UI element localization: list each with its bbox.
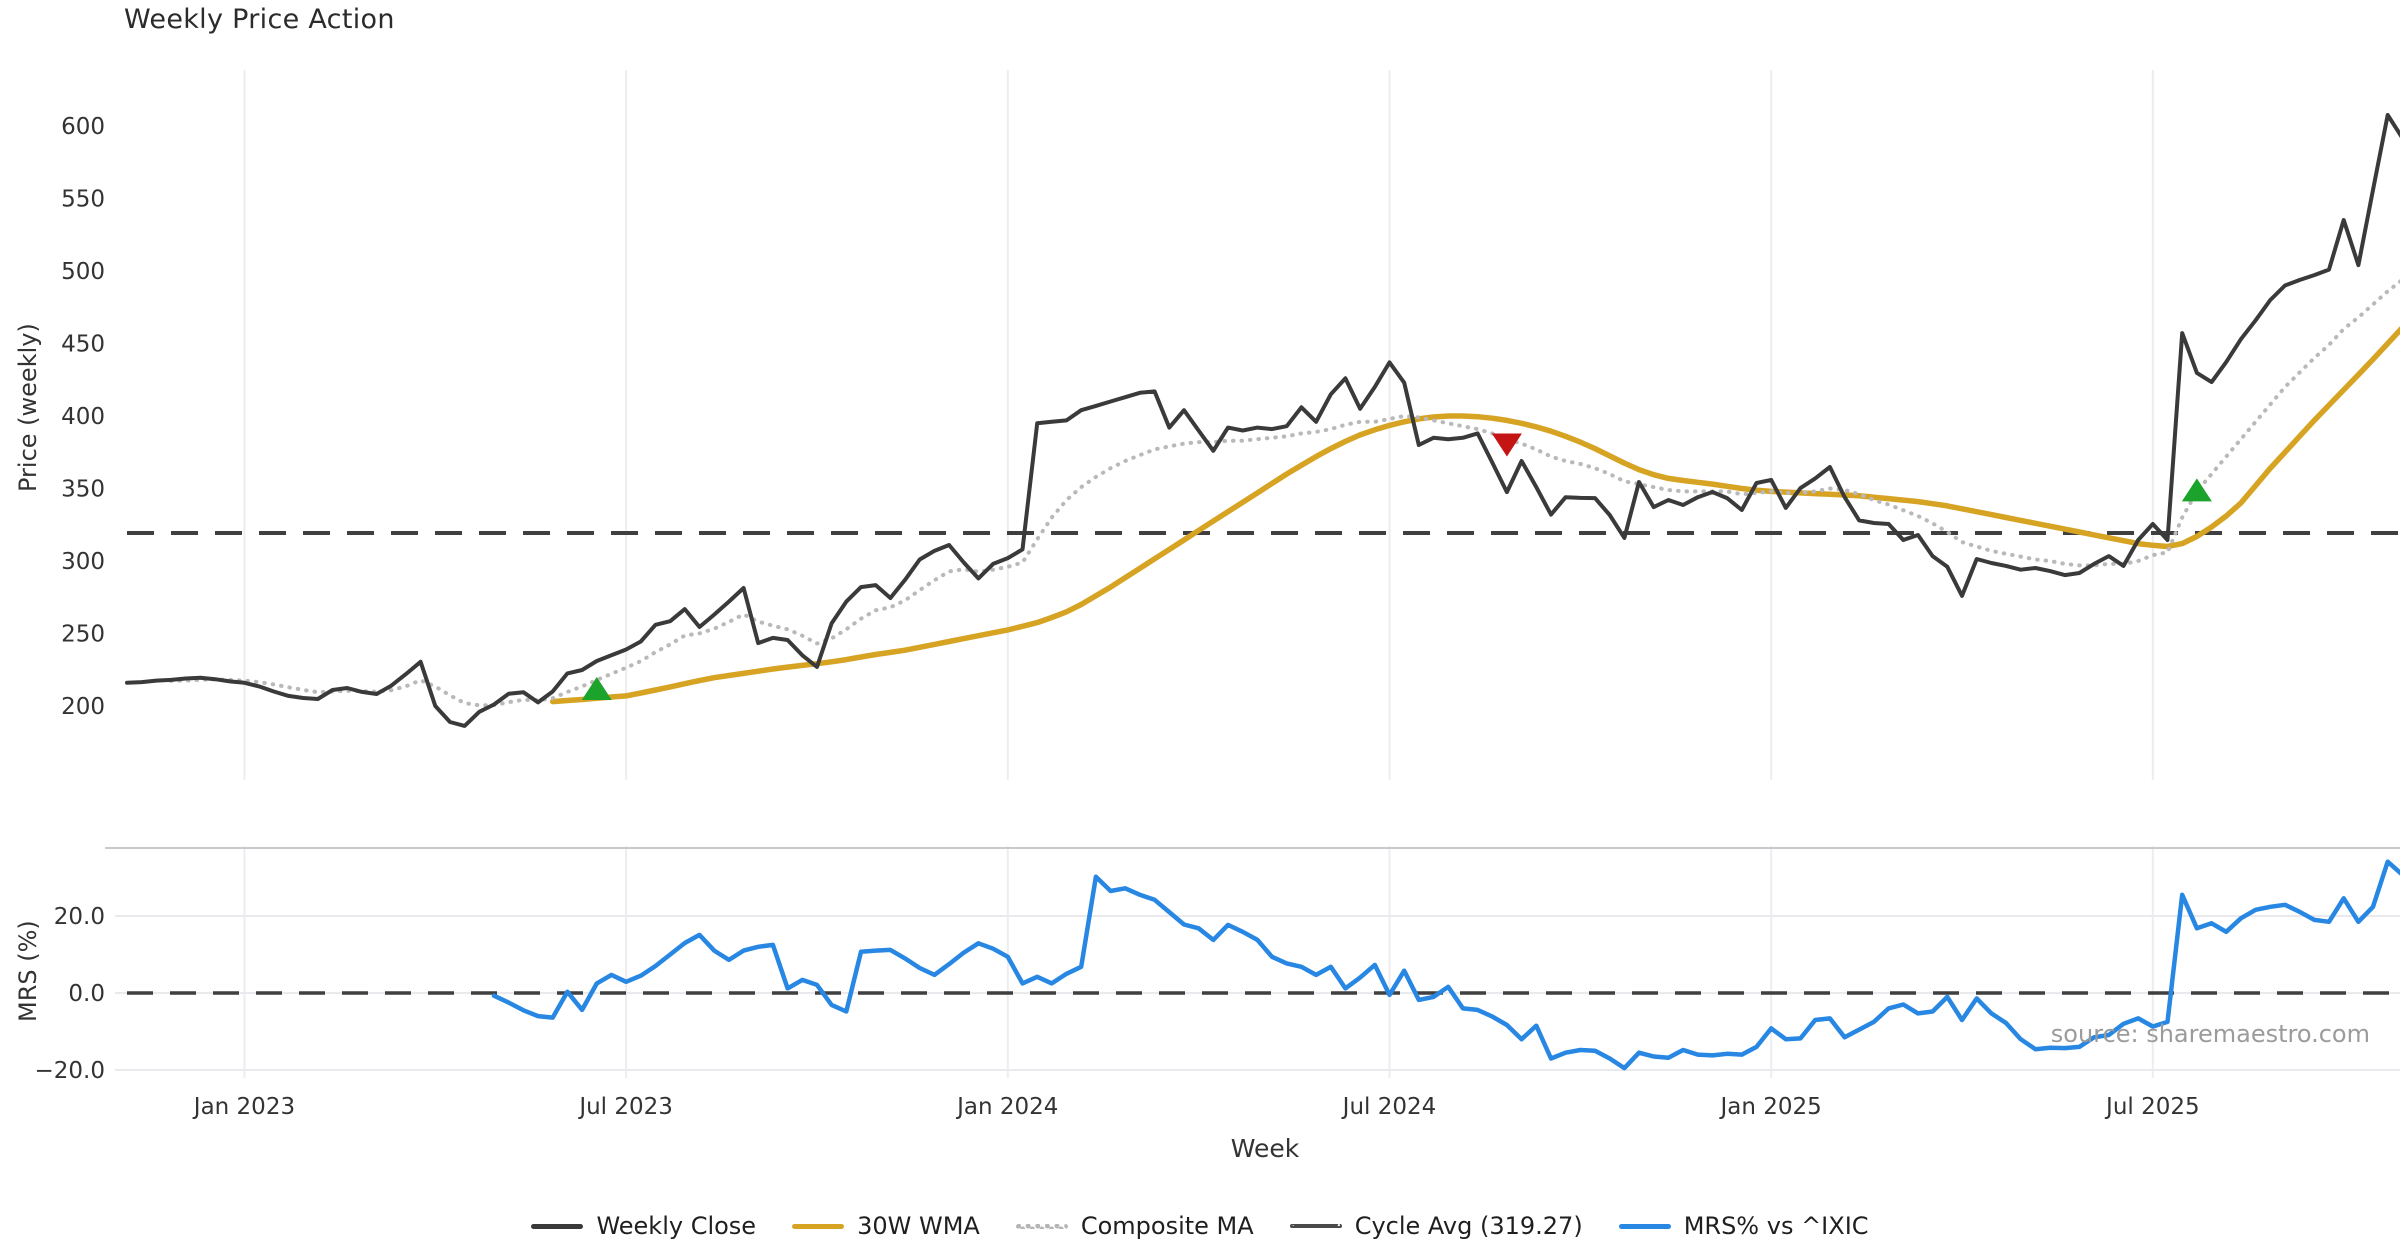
x-axis-label: Week (1230, 1134, 1300, 1163)
wma-swatch-icon (792, 1223, 845, 1229)
date-tick-label: Jan 2025 (1719, 1094, 1822, 1120)
legend-item-cycle-avg: Cycle Avg (319.27) (1289, 1212, 1583, 1240)
cycle-avg-swatch-icon (1289, 1224, 1342, 1228)
price-tick-label: 450 (61, 332, 105, 358)
price-tick-label: 350 (61, 477, 105, 503)
date-tick-label: Jan 2024 (955, 1094, 1058, 1120)
date-tick-label: Jan 2023 (192, 1094, 295, 1120)
price-tick-label: 400 (61, 404, 105, 430)
wma-30w-line (549, 326, 2400, 705)
price-axis-label: Price (weekly) (14, 323, 42, 492)
mrs-tick-label: −20.0 (35, 1058, 105, 1084)
legend-label: Weekly Close (596, 1212, 757, 1240)
price-tick-label: 600 (61, 114, 105, 140)
legend-item-weekly-close: Weekly Close (531, 1212, 756, 1240)
legend-item-composite-ma: Composite MA (1015, 1212, 1254, 1240)
mrs-swatch-icon (1618, 1223, 1671, 1229)
chart-title: Weekly Price Action (124, 4, 395, 35)
date-tick-label: Jul 2025 (2104, 1094, 2200, 1120)
date-tick-label: Jul 2023 (577, 1094, 673, 1120)
legend-label: MRS% vs ^IXIC (1683, 1212, 1869, 1240)
price-tick-label: 500 (61, 259, 105, 285)
mrs-line (491, 859, 2400, 1071)
legend-label: Composite MA (1080, 1212, 1254, 1240)
legend-item-mrs: MRS% vs ^IXIC (1618, 1212, 1869, 1240)
chart-legend: Weekly Close 30W WMA Composite MA Cycle … (0, 1212, 2400, 1240)
weekly-close-swatch-icon (531, 1223, 584, 1229)
price-tick-label: 250 (61, 622, 105, 648)
composite-swatch-icon (1015, 1223, 1068, 1229)
price-tick-label: 550 (61, 187, 105, 213)
weekly-close-line (125, 113, 2400, 728)
mrs-axis-label: MRS (%) (14, 920, 42, 1022)
price-tick-label: 300 (61, 549, 105, 575)
mrs-tick-label: 20.0 (54, 904, 105, 930)
composite-ma-line (169, 279, 2400, 708)
buy-signal-marker (2181, 478, 2212, 502)
mrs-tick-label: 0.0 (68, 981, 105, 1007)
buy-signal-marker (581, 677, 612, 701)
legend-item-30w-wma: 30W WMA (792, 1212, 980, 1240)
legend-label: 30W WMA (857, 1212, 980, 1240)
sell-signal-marker (1491, 433, 1522, 457)
source-watermark: source: sharemaestro.com (2050, 1020, 2370, 1048)
price-tick-label: 200 (61, 694, 105, 720)
date-tick-label: Jul 2024 (1341, 1094, 1437, 1120)
legend-label: Cycle Avg (319.27) (1354, 1212, 1583, 1240)
